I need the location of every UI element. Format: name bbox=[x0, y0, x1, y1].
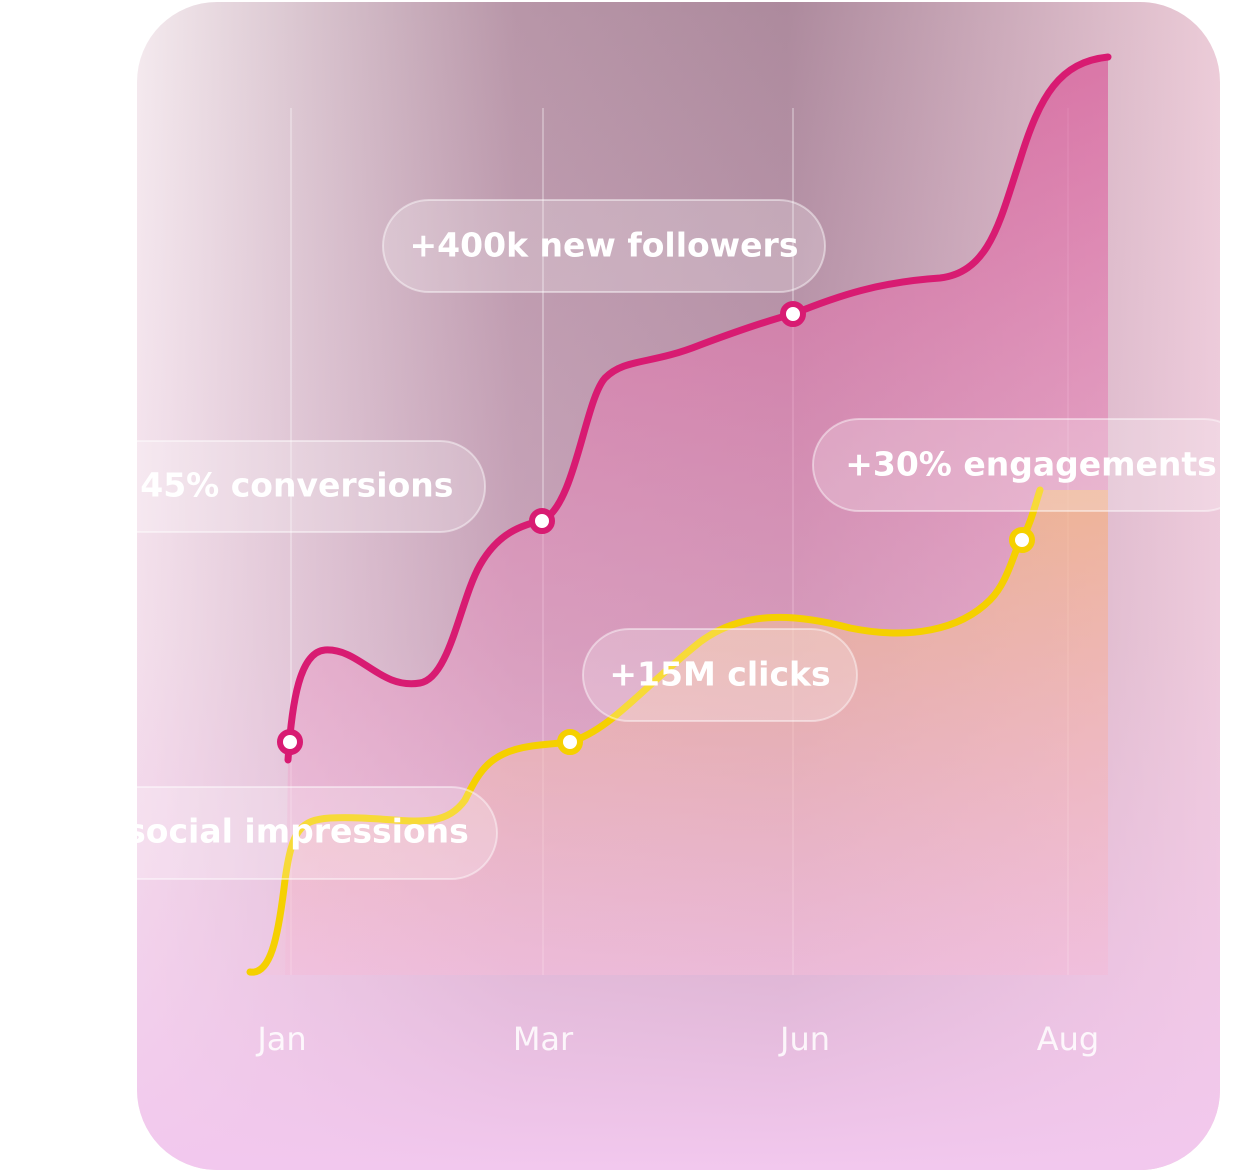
callout: +400k new followers bbox=[410, 226, 799, 265]
pill bbox=[81, 440, 486, 533]
x-label: Mar bbox=[513, 1020, 574, 1058]
x-label: Jun bbox=[778, 1020, 830, 1058]
followers-line bbox=[284, 53, 1112, 764]
marker bbox=[529, 508, 555, 534]
marker bbox=[780, 301, 806, 327]
clicks-line bbox=[246, 486, 1044, 976]
marker bbox=[1009, 527, 1035, 553]
pills bbox=[1, 199, 1251, 880]
clicks-area bbox=[250, 490, 1108, 975]
callout: +30% engagements bbox=[845, 445, 1217, 484]
pill bbox=[1, 786, 498, 880]
callout: +45% conversions bbox=[113, 466, 454, 505]
callout: +3M social impressions bbox=[31, 812, 469, 851]
callout: +15M clicks bbox=[609, 655, 830, 694]
x-label: Aug bbox=[1037, 1020, 1099, 1058]
marker bbox=[557, 729, 583, 755]
pill bbox=[382, 199, 826, 293]
markers bbox=[277, 301, 1035, 755]
x-label: Jan bbox=[255, 1020, 306, 1058]
marker bbox=[277, 729, 303, 755]
pill bbox=[582, 628, 858, 722]
pill bbox=[812, 418, 1251, 512]
